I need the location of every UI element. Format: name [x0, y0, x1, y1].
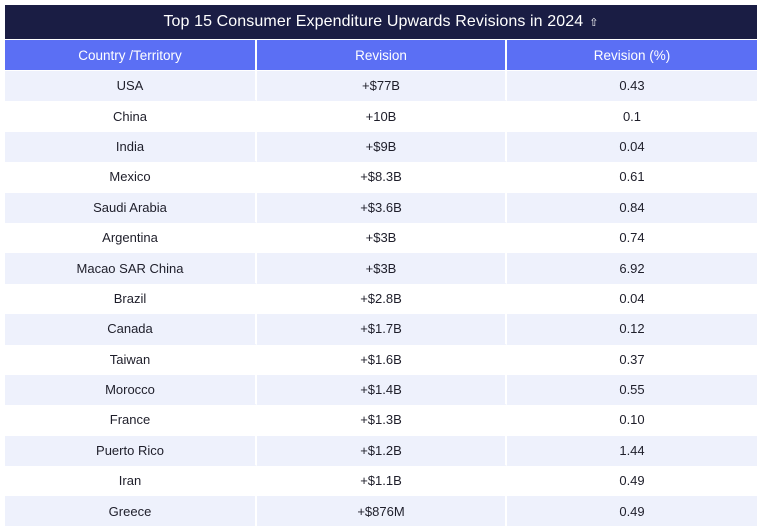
revision-percent-cell: 0.37	[507, 343, 757, 374]
table-row: Macao SAR China +$3B 6.92	[5, 252, 757, 283]
revision-percent-cell: 0.49	[507, 465, 757, 496]
country-cell: Brazil	[5, 282, 257, 314]
table-row: India +$9B 0.04	[5, 130, 757, 162]
revision-percent-cell: 6.92	[507, 252, 757, 283]
revision-cell: +$2.8B	[257, 282, 507, 314]
table-row: France +$1.3B 0.10	[5, 404, 757, 435]
revision-percent-cell: 0.55	[507, 373, 757, 405]
table-row: China +10B 0.1	[5, 100, 757, 131]
revision-cell: +$1.2B	[257, 434, 507, 466]
column-header-country: Country /Territory	[5, 39, 257, 70]
revision-percent-cell: 0.1	[507, 100, 757, 131]
country-cell: Puerto Rico	[5, 434, 257, 466]
revision-cell: +$1.4B	[257, 373, 507, 405]
revision-cell: +$1.6B	[257, 343, 507, 374]
revision-percent-cell: 0.04	[507, 130, 757, 162]
country-cell: Argentina	[5, 221, 257, 253]
table-row: Saudi Arabia +$3.6B 0.84	[5, 191, 757, 222]
revision-cell: +$1.3B	[257, 404, 507, 435]
revision-cell: +10B	[257, 100, 507, 131]
revision-percent-cell: 0.10	[507, 404, 757, 435]
revision-cell: +$876M	[257, 495, 507, 526]
country-cell: Saudi Arabia	[5, 191, 257, 222]
table-row: Brazil +$2.8B 0.04	[5, 282, 757, 314]
country-cell: France	[5, 404, 257, 435]
revision-percent-cell: 1.44	[507, 434, 757, 466]
revision-cell: +$9B	[257, 130, 507, 162]
revision-percent-cell: 0.04	[507, 282, 757, 314]
revision-percent-cell: 0.84	[507, 191, 757, 222]
table-row: Morocco +$1.4B 0.55	[5, 373, 757, 405]
country-cell: Mexico	[5, 161, 257, 192]
column-header-revision: Revision	[257, 39, 507, 70]
revision-cell: +$3B	[257, 252, 507, 283]
table-title: Top 15 Consumer Expenditure Upwards Revi…	[163, 13, 584, 30]
revision-percent-cell: 0.12	[507, 313, 757, 344]
table-body: USA +$77B 0.43 China +10B 0.1 India +$9B 0.04 Mex…	[5, 70, 757, 526]
country-cell: Macao SAR China	[5, 252, 257, 283]
revisions-table: Country /Territory Revision Revision (%)…	[5, 39, 757, 526]
table-row: Iran +$1.1B 0.49	[5, 465, 757, 496]
revision-percent-cell: 0.49	[507, 495, 757, 526]
table-row: Mexico +$8.3B 0.61	[5, 161, 757, 192]
table-row: Argentina +$3B 0.74	[5, 221, 757, 253]
table-row: USA +$77B 0.43	[5, 70, 757, 101]
table-row: Greece +$876M 0.49	[5, 495, 757, 526]
revision-cell: +$1.1B	[257, 465, 507, 496]
country-cell: Canada	[5, 313, 257, 344]
revision-percent-cell: 0.61	[507, 161, 757, 192]
revision-percent-cell: 0.74	[507, 221, 757, 253]
revision-cell: +$8.3B	[257, 161, 507, 192]
country-cell: Taiwan	[5, 343, 257, 374]
revision-cell: +$77B	[257, 70, 507, 101]
country-cell: China	[5, 100, 257, 131]
table-title-bar: Top 15 Consumer Expenditure Upwards Revi…	[5, 5, 757, 39]
header-row: Country /Territory Revision Revision (%)	[5, 39, 757, 70]
revision-percent-cell: 0.43	[507, 70, 757, 101]
table-row: Taiwan +$1.6B 0.37	[5, 343, 757, 374]
country-cell: Morocco	[5, 373, 257, 405]
country-cell: India	[5, 130, 257, 162]
revision-cell: +$1.7B	[257, 313, 507, 344]
revision-cell: +$3.6B	[257, 191, 507, 222]
table-row: Canada +$1.7B 0.12	[5, 313, 757, 344]
table-row: Puerto Rico +$1.2B 1.44	[5, 434, 757, 466]
country-cell: Greece	[5, 495, 257, 526]
up-arrow-icon: ⇧	[589, 16, 599, 29]
column-header-revision-percent: Revision (%)	[507, 39, 757, 70]
revision-cell: +$3B	[257, 221, 507, 253]
country-cell: USA	[5, 70, 257, 101]
country-cell: Iran	[5, 465, 257, 496]
